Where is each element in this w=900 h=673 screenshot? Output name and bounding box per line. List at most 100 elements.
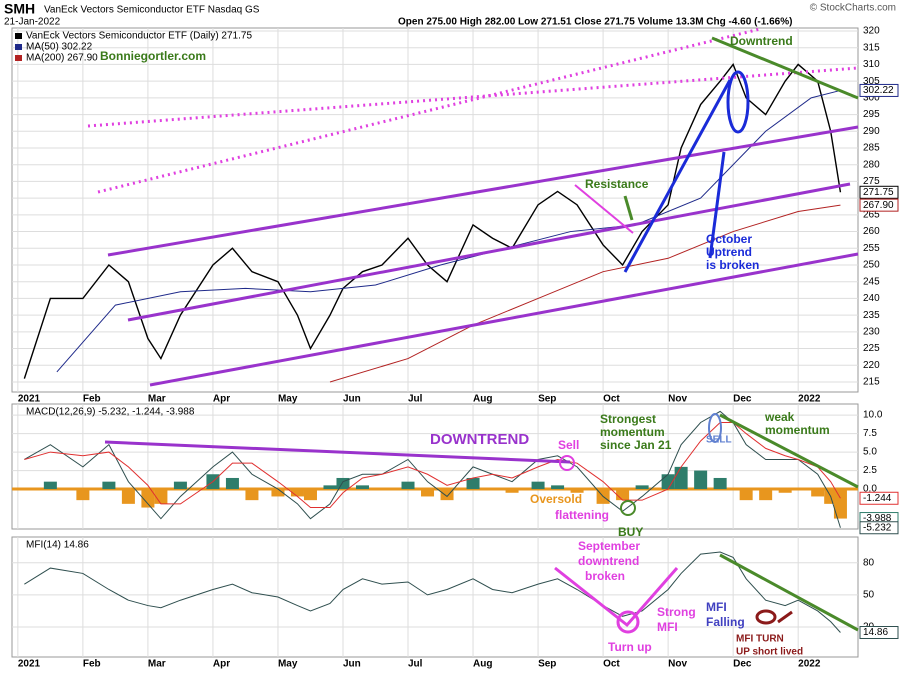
y-tick-label: 275 — [863, 176, 880, 187]
highlight — [708, 413, 722, 443]
y-tick-label: 280 — [863, 159, 880, 170]
y-tick-label: 5.0 — [863, 447, 877, 458]
y-tick-label: 230 — [863, 326, 880, 337]
x-tick-label: Dec — [733, 394, 752, 405]
x-tick-label: Oct — [603, 394, 620, 405]
annotation: BUY — [618, 525, 643, 539]
security-name: VanEck Vectors Semiconductor ETF Nasdaq … — [44, 5, 260, 16]
x-tick-label: 2021 — [18, 659, 41, 670]
legend-swatch — [15, 55, 22, 61]
annotation: downtrend — [578, 554, 639, 568]
y-tick-label: 7.5 — [863, 428, 877, 439]
annotation: momentum — [765, 423, 830, 437]
x-tick-label: Jun — [343, 659, 361, 670]
histogram-bar — [290, 489, 304, 497]
x-tick-label: 2022 — [798, 659, 821, 670]
histogram-bar — [141, 489, 155, 508]
histogram-bar — [635, 485, 649, 490]
x-tick-label: May — [278, 659, 298, 670]
arrow — [623, 195, 634, 221]
histogram-bar — [778, 489, 792, 493]
y-tick-label: 295 — [863, 109, 880, 120]
downtrend-line — [711, 36, 859, 100]
y-tick-label: 315 — [863, 42, 880, 53]
y-tick-label: 260 — [863, 226, 880, 237]
last-value-label: -5.232 — [863, 522, 892, 533]
x-tick-label: 2021 — [18, 394, 41, 405]
annotation: is broken — [706, 258, 759, 272]
annotation: Strong — [657, 605, 696, 619]
y-tick-label: 285 — [863, 143, 880, 154]
y-tick-label: 220 — [863, 360, 880, 371]
x-tick-label: Mar — [148, 659, 166, 670]
x-tick-label: Sep — [538, 394, 556, 405]
histogram-bar — [759, 489, 773, 501]
histogram-bar — [303, 489, 317, 501]
y-tick-label: 10.0 — [863, 410, 883, 421]
annotation: SELL — [706, 435, 732, 446]
channel-mid — [127, 182, 851, 322]
symbol: SMH — [4, 1, 35, 17]
legend-entry: MA(50) 302.22 — [26, 42, 93, 53]
annotation: Bonniegortler.com — [100, 49, 206, 63]
histogram-bar — [661, 474, 675, 490]
annotation: Resistance — [585, 177, 649, 191]
annotation: Downtrend — [730, 34, 793, 48]
histogram-bar — [674, 466, 688, 490]
annotation: October — [706, 232, 752, 246]
annotation: Falling — [706, 615, 745, 629]
histogram-bar — [245, 489, 259, 501]
source: © StockCharts.com — [810, 3, 896, 14]
annotation: Strongest — [600, 412, 656, 426]
y-tick-label: 225 — [863, 343, 880, 354]
dotted-line — [87, 66, 859, 128]
y-tick-label: 0.0 — [863, 484, 877, 495]
histogram-bar — [225, 477, 239, 490]
x-tick-label: Dec — [733, 659, 752, 670]
histogram-bar — [570, 489, 584, 493]
histogram-bar — [505, 489, 519, 493]
channel-upper — [107, 125, 859, 257]
histogram-bar — [833, 489, 847, 519]
y-tick-label: 255 — [863, 243, 880, 254]
annotation: Sell — [558, 438, 579, 452]
mfi-trend — [719, 553, 859, 632]
arrow — [777, 610, 793, 624]
x-tick-label: Nov — [668, 659, 687, 670]
y-tick-label: 2.5 — [863, 465, 877, 476]
macd-trend — [719, 413, 859, 489]
last-value-label: -3.988 — [863, 513, 892, 524]
last-value-box — [859, 83, 899, 97]
y-tick-label: 320 — [863, 26, 880, 37]
pink-line — [574, 184, 634, 234]
channel-lower — [149, 252, 859, 387]
highlight — [726, 70, 750, 134]
legend-entry: MA(200) 267.90 — [26, 53, 98, 64]
annotation: momentum — [600, 425, 665, 439]
annotation: flattening — [555, 508, 609, 522]
histogram-bar — [43, 481, 57, 490]
y-tick-label: 215 — [863, 377, 880, 388]
y-tick-label: 290 — [863, 126, 880, 137]
last-value-label: 302.22 — [863, 85, 894, 96]
annotation: since Jan 21 — [600, 438, 672, 452]
x-tick-label: May — [278, 394, 298, 405]
x-tick-label: Jun — [343, 394, 361, 405]
histogram-bar — [271, 489, 285, 497]
x-tick-label: Jul — [408, 659, 423, 670]
highlight — [616, 610, 640, 634]
y-tick-label: 250 — [863, 260, 880, 271]
macd-downtrend — [104, 440, 571, 464]
panel-title: MACD(12,26,9) -5.232, -1.244, -3.988 — [26, 407, 195, 418]
highlight — [559, 455, 575, 471]
legend-swatch — [15, 44, 22, 50]
highlight — [620, 500, 636, 516]
annotation: weak — [764, 410, 795, 424]
annotation: Turn up — [608, 640, 652, 654]
series-line — [329, 204, 841, 383]
annotation: MFI TURN — [736, 634, 784, 645]
histogram-bar — [694, 470, 708, 490]
histogram-bar — [440, 489, 454, 501]
x-tick-label: Sep — [538, 659, 556, 670]
y-tick-label: 310 — [863, 59, 880, 70]
